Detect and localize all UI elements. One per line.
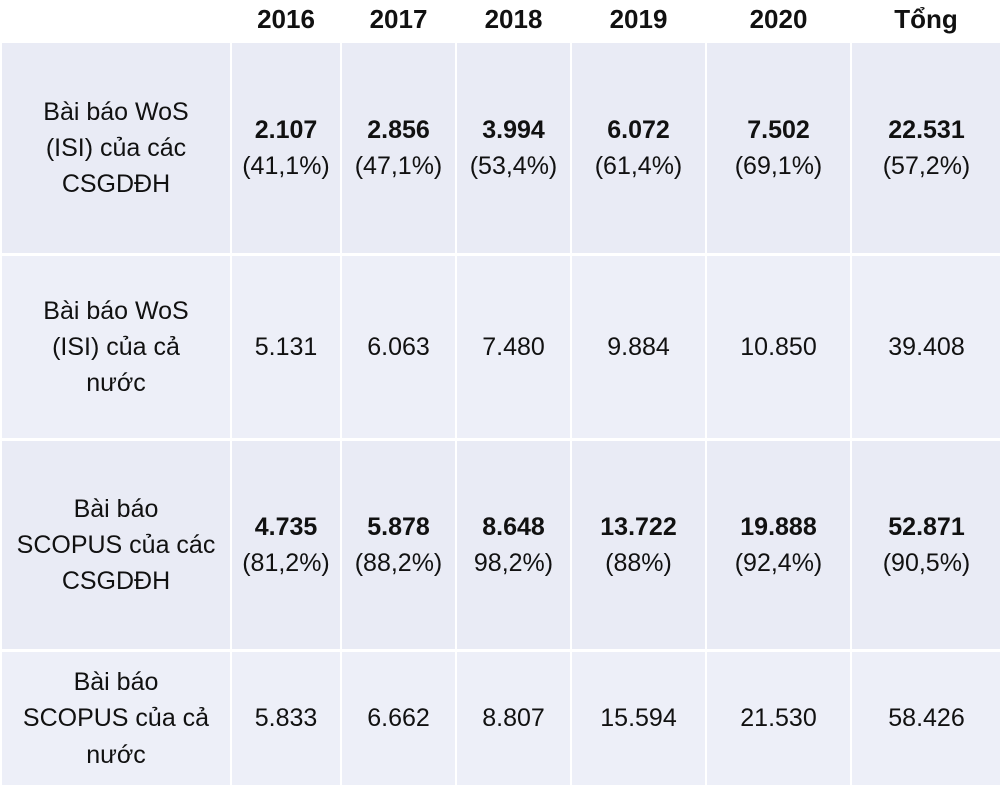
cell-share: (53,4%) bbox=[457, 148, 570, 184]
column-header: 2020 bbox=[706, 0, 851, 42]
data-cell: 5.833 bbox=[231, 651, 341, 785]
data-cell: 39.408 bbox=[851, 255, 1000, 440]
cell-value: 8.807 bbox=[482, 704, 545, 732]
cell-share: (88,2%) bbox=[342, 545, 455, 581]
label-line: Bài báo bbox=[2, 491, 230, 527]
data-cell: 2.107(41,1%) bbox=[231, 42, 341, 255]
label-line: nước bbox=[2, 365, 230, 401]
cell-value: 2.856 bbox=[342, 112, 455, 148]
data-cell: 9.884 bbox=[571, 255, 706, 440]
data-cell: 15.594 bbox=[571, 651, 706, 785]
cell-share: (41,1%) bbox=[232, 148, 340, 184]
label-line: nước bbox=[2, 737, 230, 773]
cell-value: 10.850 bbox=[740, 333, 816, 361]
cell-share: (92,4%) bbox=[707, 545, 850, 581]
data-cell: 22.531(57,2%) bbox=[851, 42, 1000, 255]
label-line: SCOPUS của cả bbox=[2, 700, 230, 736]
cell-value: 22.531 bbox=[852, 112, 1000, 148]
cell-value: 9.884 bbox=[607, 333, 670, 361]
cell-value: 8.648 bbox=[457, 509, 570, 545]
data-cell: 6.063 bbox=[341, 255, 456, 440]
label-line: (ISI) của cả bbox=[2, 329, 230, 365]
cell-value: 4.735 bbox=[232, 509, 340, 545]
data-cell: 3.994(53,4%) bbox=[456, 42, 571, 255]
corner-cell bbox=[1, 0, 231, 42]
cell-value: 5.878 bbox=[342, 509, 455, 545]
data-cell: 7.502(69,1%) bbox=[706, 42, 851, 255]
cell-value: 13.722 bbox=[572, 509, 705, 545]
cell-share: (90,5%) bbox=[852, 545, 1000, 581]
cell-share: (69,1%) bbox=[707, 148, 850, 184]
column-header: 2019 bbox=[571, 0, 706, 42]
cell-share: 98,2%) bbox=[457, 545, 570, 581]
data-cell: 13.722(88%) bbox=[571, 440, 706, 651]
cell-value: 6.662 bbox=[367, 704, 430, 732]
cell-share: (61,4%) bbox=[572, 148, 705, 184]
cell-share: (88%) bbox=[572, 545, 705, 581]
cell-value: 19.888 bbox=[707, 509, 850, 545]
data-cell: 6.072(61,4%) bbox=[571, 42, 706, 255]
data-cell: 52.871(90,5%) bbox=[851, 440, 1000, 651]
label-line: CSGDĐH bbox=[2, 563, 230, 599]
data-cell: 19.888(92,4%) bbox=[706, 440, 851, 651]
data-cell: 8.807 bbox=[456, 651, 571, 785]
label-line: CSGDĐH bbox=[2, 166, 230, 202]
label-line: Bài báo WoS bbox=[2, 94, 230, 130]
data-cell: 7.480 bbox=[456, 255, 571, 440]
data-cell: 58.426 bbox=[851, 651, 1000, 785]
cell-share: (57,2%) bbox=[852, 148, 1000, 184]
cell-value: 5.833 bbox=[255, 704, 318, 732]
data-cell: 4.735(81,2%) bbox=[231, 440, 341, 651]
column-header: 2017 bbox=[341, 0, 456, 42]
column-header: 2016 bbox=[231, 0, 341, 42]
cell-value: 58.426 bbox=[888, 704, 964, 732]
cell-value: 52.871 bbox=[852, 509, 1000, 545]
label-line: Bài báo WoS bbox=[2, 293, 230, 329]
data-cell: 21.530 bbox=[706, 651, 851, 785]
label-line: Bài báo bbox=[2, 664, 230, 700]
data-cell: 2.856(47,1%) bbox=[341, 42, 456, 255]
cell-value: 7.502 bbox=[707, 112, 850, 148]
cell-value: 15.594 bbox=[600, 704, 676, 732]
cell-share: (47,1%) bbox=[342, 148, 455, 184]
cell-value: 7.480 bbox=[482, 333, 545, 361]
cell-value: 21.530 bbox=[740, 704, 816, 732]
label-line: (ISI) của các bbox=[2, 130, 230, 166]
cell-value: 5.131 bbox=[255, 333, 318, 361]
cell-share: (81,2%) bbox=[232, 545, 340, 581]
cell-value: 6.063 bbox=[367, 333, 430, 361]
cell-value: 3.994 bbox=[457, 112, 570, 148]
column-header: Tổng bbox=[851, 0, 1000, 42]
cell-value: 6.072 bbox=[572, 112, 705, 148]
cell-value: 2.107 bbox=[232, 112, 340, 148]
cell-value: 39.408 bbox=[888, 333, 964, 361]
data-cell: 5.878(88,2%) bbox=[341, 440, 456, 651]
data-cell: 6.662 bbox=[341, 651, 456, 785]
data-cell: 5.131 bbox=[231, 255, 341, 440]
column-header: 2018 bbox=[456, 0, 571, 42]
data-cell: 10.850 bbox=[706, 255, 851, 440]
label-line: SCOPUS của các bbox=[2, 527, 230, 563]
